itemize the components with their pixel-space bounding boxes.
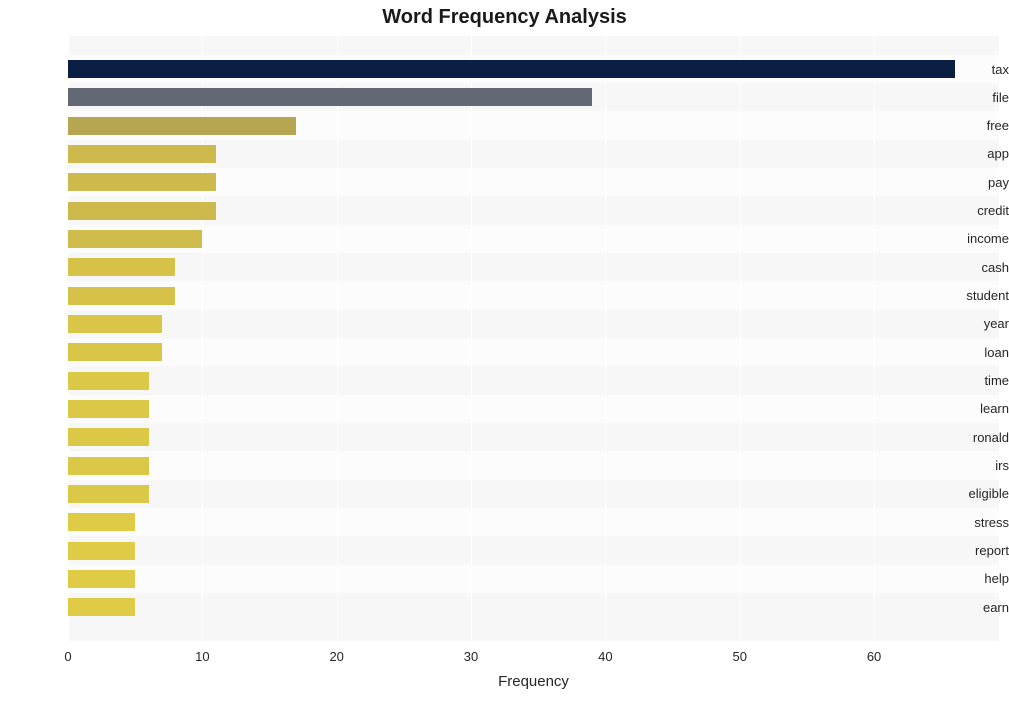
plot-band: [68, 281, 999, 309]
y-tick-label: loan: [947, 345, 1009, 360]
x-tick-label: 20: [329, 649, 343, 664]
bar: [68, 343, 162, 361]
bar: [68, 542, 135, 560]
bar: [68, 145, 216, 163]
x-tick-label: 50: [732, 649, 746, 664]
bar: [68, 258, 175, 276]
y-tick-label: file: [947, 90, 1009, 105]
bar: [68, 428, 149, 446]
y-tick-label: cash: [947, 260, 1009, 275]
y-tick-label: tax: [947, 62, 1009, 77]
y-tick-label: credit: [947, 203, 1009, 218]
chart-title: Word Frequency Analysis: [0, 6, 1009, 29]
gridline: [471, 36, 472, 641]
y-tick-label: learn: [947, 401, 1009, 416]
plot-band: [68, 338, 999, 366]
bar: [68, 60, 955, 78]
bar: [68, 457, 149, 475]
x-tick-label: 30: [464, 649, 478, 664]
x-axis-label: Frequency: [68, 673, 999, 690]
y-tick-label: app: [947, 146, 1009, 161]
y-tick-label: help: [947, 571, 1009, 586]
bar: [68, 315, 162, 333]
bar: [68, 485, 149, 503]
gridline: [337, 36, 338, 641]
y-tick-label: time: [947, 373, 1009, 388]
x-tick-label: 40: [598, 649, 612, 664]
plot-band: [68, 225, 999, 253]
y-tick-label: student: [947, 288, 1009, 303]
y-tick-label: pay: [947, 175, 1009, 190]
bar: [68, 570, 135, 588]
y-tick-label: eligible: [947, 486, 1009, 501]
x-tick-label: 0: [64, 649, 71, 664]
gridline: [605, 36, 606, 641]
plot-band: [68, 451, 999, 479]
gridline: [740, 36, 741, 641]
bar: [68, 202, 216, 220]
y-tick-label: irs: [947, 458, 1009, 473]
y-tick-label: stress: [947, 515, 1009, 530]
y-tick-label: report: [947, 543, 1009, 558]
y-tick-label: year: [947, 316, 1009, 331]
bar: [68, 230, 202, 248]
bar: [68, 400, 149, 418]
y-tick-label: income: [947, 231, 1009, 246]
y-tick-label: free: [947, 118, 1009, 133]
bar: [68, 513, 135, 531]
bar: [68, 173, 216, 191]
plot-band: [68, 395, 999, 423]
bar: [68, 372, 149, 390]
bar: [68, 88, 592, 106]
y-tick-label: earn: [947, 600, 1009, 615]
plot-band: [68, 508, 999, 536]
chart-container: Word Frequency Analysis tax file free app pa…: [0, 0, 1009, 701]
plot-area: [68, 36, 999, 641]
bar: [68, 287, 175, 305]
x-tick-label: 60: [867, 649, 881, 664]
gridline: [874, 36, 875, 641]
bar: [68, 598, 135, 616]
bar: [68, 117, 296, 135]
y-tick-label: ronald: [947, 430, 1009, 445]
plot-band: [68, 565, 999, 593]
x-tick-label: 10: [195, 649, 209, 664]
